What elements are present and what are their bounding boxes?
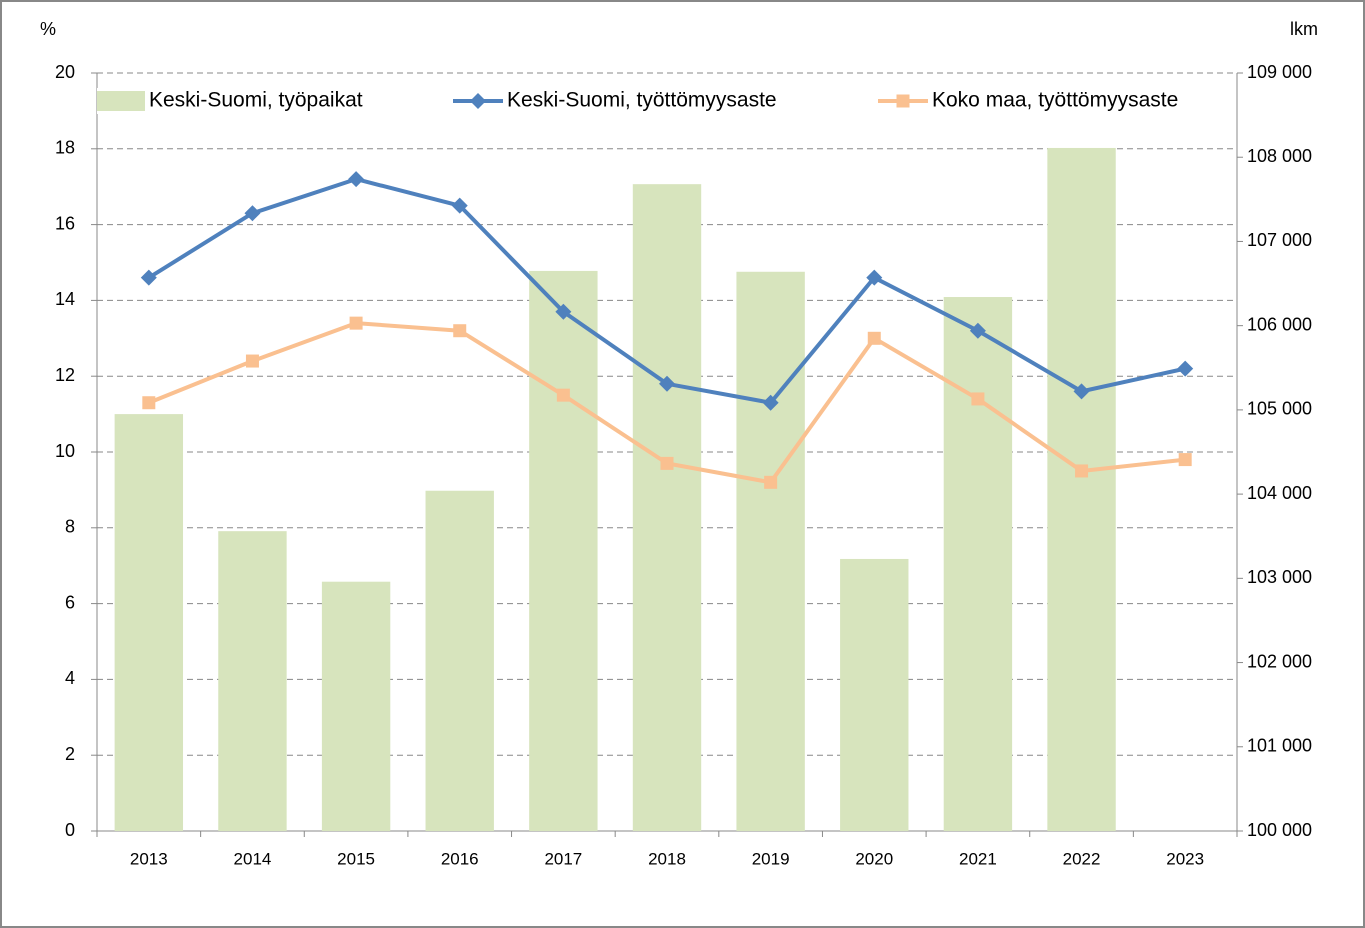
x-tick-label: 2014 <box>234 849 272 868</box>
line-marker <box>971 392 985 406</box>
y2-tick-label: 102 000 <box>1247 651 1312 671</box>
y-tick-label: 8 <box>65 517 75 537</box>
line-marker <box>1178 453 1192 467</box>
line-marker <box>866 269 883 286</box>
line-marker <box>659 375 675 392</box>
y-tick-label: 18 <box>55 138 75 158</box>
x-tick-label: 2017 <box>544 849 582 868</box>
line-marker <box>244 205 261 222</box>
y2-tick-label: 108 000 <box>1247 146 1312 166</box>
bar <box>321 581 391 831</box>
y2-tick-label: 109 000 <box>1247 62 1312 82</box>
y2-tick-label: 107 000 <box>1247 230 1312 250</box>
x-tick-label: 2019 <box>752 849 790 868</box>
bar <box>632 184 702 831</box>
line-marker <box>140 269 157 286</box>
y-tick-label: 2 <box>65 744 75 764</box>
legend-bg <box>97 88 407 114</box>
line-marker <box>764 475 778 489</box>
line-marker <box>867 331 881 345</box>
legend-marker <box>896 94 910 108</box>
legend-bg <box>453 88 803 114</box>
x-tick-label: 2013 <box>130 849 168 868</box>
line-marker <box>1177 360 1194 377</box>
x-tick-label: 2016 <box>441 849 479 868</box>
bar <box>1047 147 1116 832</box>
y2-tick-label: 103 000 <box>1247 567 1312 587</box>
y-tick-label: 12 <box>55 365 75 385</box>
legend-marker <box>470 93 486 109</box>
bar <box>943 297 1013 831</box>
x-tick-label: 2015 <box>337 849 375 868</box>
y-tick-label: 4 <box>65 668 75 688</box>
legend-swatch <box>97 91 145 111</box>
line-marker <box>142 396 156 410</box>
legend-label: Keski-Suomi, työttömyysaste <box>507 89 777 112</box>
legend-bg <box>878 88 1228 114</box>
y-axis-unit: % <box>40 19 56 39</box>
line-marker <box>762 394 779 411</box>
line-marker <box>245 354 259 368</box>
y2-tick-label: 101 000 <box>1247 736 1312 756</box>
x-tick-label: 2022 <box>1063 849 1101 868</box>
y-tick-label: 6 <box>65 592 75 612</box>
y2-tick-label: 106 000 <box>1247 314 1312 334</box>
line-marker <box>969 322 986 339</box>
x-tick-label: 2021 <box>959 849 997 868</box>
bar <box>529 270 598 831</box>
bar <box>840 558 909 831</box>
line-marker <box>1073 383 1090 400</box>
y-tick-label: 16 <box>55 213 75 233</box>
line-marker <box>556 388 570 402</box>
legend-label: Koko maa, työttömyysaste <box>932 89 1178 112</box>
line-marker <box>348 171 365 188</box>
line-marker <box>660 456 674 470</box>
line-marker <box>555 303 572 320</box>
x-tick-label: 2023 <box>1166 849 1204 868</box>
bar <box>736 271 805 832</box>
y2-tick-label: 104 000 <box>1247 483 1312 503</box>
x-tick-label: 2018 <box>648 849 686 868</box>
y2-axis-unit: lkm <box>1290 19 1318 39</box>
legend-label: Keski-Suomi, työpaikat <box>149 89 363 112</box>
bar <box>218 531 287 831</box>
line-marker <box>1075 464 1089 478</box>
y-tick-label: 10 <box>55 441 75 461</box>
line-marker <box>451 197 468 214</box>
y-tick-label: 20 <box>55 62 75 82</box>
y2-tick-label: 100 000 <box>1247 820 1312 840</box>
y2-tick-label: 105 000 <box>1247 399 1312 419</box>
y-tick-label: 14 <box>55 289 75 309</box>
y-tick-label: 0 <box>65 820 75 840</box>
x-tick-label: 2020 <box>855 849 893 868</box>
bar <box>425 490 494 831</box>
line-marker <box>349 316 363 330</box>
bar <box>114 414 184 831</box>
line-marker <box>453 324 467 338</box>
